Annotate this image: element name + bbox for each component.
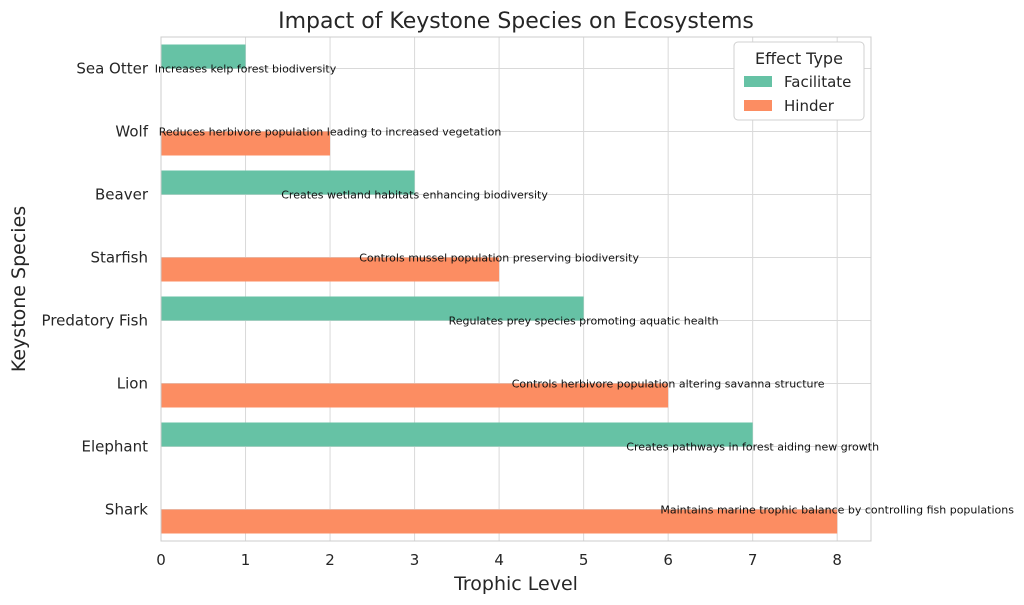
x-tick-label: 7 [748,551,758,569]
y-tick-label: Predatory Fish [42,312,148,330]
bar-elephant [161,422,753,447]
y-tick-label: Elephant [82,438,149,456]
bar-beaver [161,170,415,195]
bar-annotation-predatory-fish: Regulates prey species promoting aquatic… [449,315,719,328]
x-tick-labels: 0 1 2 3 4 5 6 7 8 [156,551,842,569]
legend-label-facilitate: Facilitate [784,73,851,91]
x-tick-label: 6 [663,551,673,569]
bar-annotation-starfish: Controls mussel population preserving bi… [359,252,639,265]
bar-annotation-elephant: Creates pathways in forest aiding new gr… [626,441,879,454]
annotations: Increases kelp forest biodiversity Reduce… [155,63,1014,517]
x-tick-label: 3 [410,551,420,569]
bar-annotation-beaver: Creates wetland habitats enhancing biodi… [281,189,548,202]
x-axis-title: Trophic Level [453,573,578,595]
y-axis-title: Keystone Species [8,206,30,372]
y-tick-label: Starfish [90,249,148,267]
legend-swatch-facilitate [744,76,772,87]
bar-shark [161,509,838,534]
bar-wolf [161,131,331,156]
bar-sea-otter [161,44,246,69]
x-tick-label: 0 [156,551,166,569]
legend-swatch-hinder [744,100,772,111]
y-tick-label: Wolf [115,123,148,141]
y-tick-label: Lion [117,375,148,393]
y-tick-label: Sea Otter [76,60,149,78]
chart-title: Impact of Keystone Species on Ecosystems [278,9,754,34]
legend-label-hinder: Hinder [784,97,835,115]
bar-starfish [161,257,500,282]
x-tick-label: 5 [579,551,589,569]
legend: Effect Type Facilitate Hinder [733,41,865,121]
bar-predatory-fish [161,296,584,321]
y-tick-label: Shark [105,501,148,519]
plot-frame [160,36,872,542]
bar-annotation-shark: Maintains marine trophic balance by cont… [660,504,1014,517]
bar-lion [161,383,669,408]
y-tick-labels: Sea Otter Wolf Beaver Starfish Predatory Fis… [42,60,149,519]
bar-annotation-sea-otter: Increases kelp forest biodiversity [155,63,337,76]
bar-annotation-wolf: Reduces herbivore population leading to … [159,126,502,139]
x-tick-label: 8 [832,551,842,569]
x-tick-label: 1 [241,551,251,569]
bars [161,44,838,534]
x-tick-label: 4 [494,551,504,569]
bar-annotation-lion: Controls herbivore population altering s… [512,378,825,391]
legend-title: Effect Type [755,49,843,68]
y-tick-label: Beaver [95,186,149,204]
x-tick-label: 2 [325,551,335,569]
